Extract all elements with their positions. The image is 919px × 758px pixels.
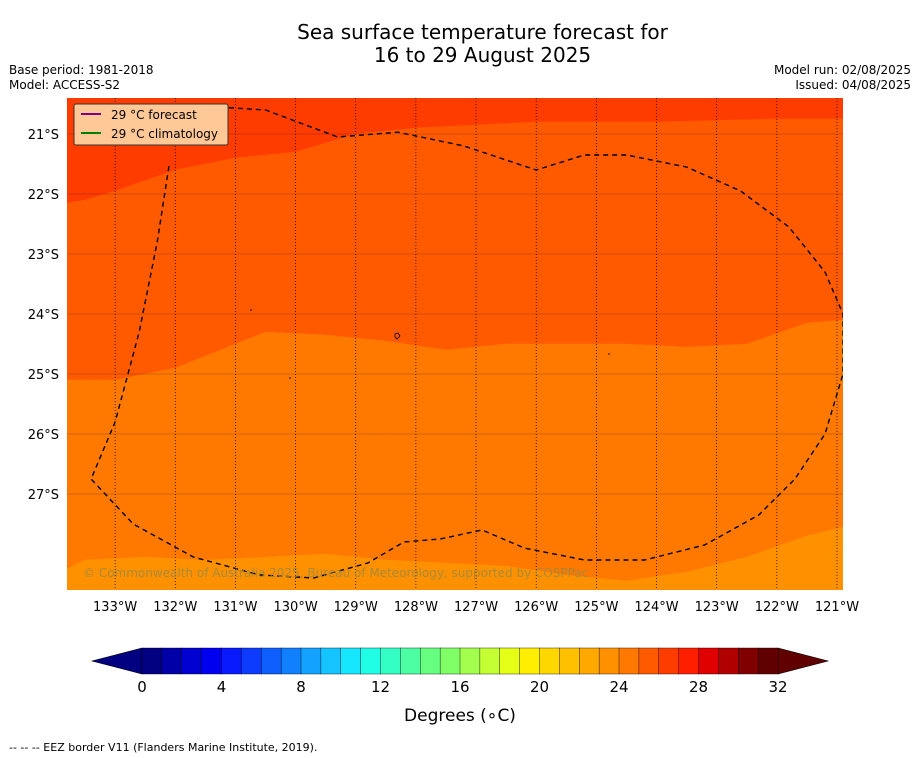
colorbar-tick-label: 16	[450, 678, 469, 696]
island	[608, 353, 610, 355]
colorbar-swatch	[400, 647, 421, 675]
colorbar-swatch	[539, 647, 560, 675]
colorbar-tick-label: 8	[296, 678, 306, 696]
y-tick-label: 22°S	[28, 188, 59, 203]
x-tick-label: 123°W	[695, 600, 739, 615]
island	[250, 309, 252, 311]
chart-title-line1: Sea surface temperature forecast for	[297, 20, 668, 44]
colorbar-swatch	[499, 647, 521, 675]
colorbar-swatch	[161, 647, 183, 675]
colorbar-swatch	[201, 647, 223, 675]
y-tick-label: 23°S	[28, 248, 59, 263]
colorbar-swatch	[261, 647, 282, 675]
colorbar-swatch	[141, 647, 163, 675]
model-run-text: Model run: 02/08/2025	[773, 63, 911, 77]
x-tick-label: 126°W	[514, 600, 558, 615]
colorbar-swatch	[757, 647, 779, 675]
colorbar-swatch	[439, 647, 461, 675]
colorbar-tick-label: 24	[609, 678, 628, 696]
colorbar-swatch	[718, 647, 739, 675]
x-tick-label: 124°W	[634, 600, 678, 615]
eez-border	[90, 106, 843, 579]
islands	[250, 309, 610, 379]
map-gridlines	[67, 98, 843, 590]
colorbar-swatch	[241, 647, 262, 675]
colorbar-swatch	[598, 647, 620, 675]
colorbar-tick-label: 0	[137, 678, 147, 696]
colorbar-swatch	[221, 647, 242, 675]
colorbar-swatch	[380, 647, 401, 675]
y-tick-label: 21°S	[28, 128, 59, 143]
issued-text: Issued: 04/08/2025	[795, 78, 911, 92]
x-tick-label: 122°W	[755, 600, 799, 615]
legend-forecast-label: 29 °C forecast	[111, 108, 197, 122]
colorbar-tick-label: 12	[371, 678, 390, 696]
x-tick-label: 133°W	[93, 600, 137, 615]
colorbar-swatch	[300, 647, 322, 675]
colorbar-swatch	[280, 647, 302, 675]
chart-title-line2: 16 to 29 August 2025	[373, 43, 592, 67]
colorbar-max-extend	[777, 647, 830, 675]
colorbar-swatch	[519, 647, 541, 675]
colorbar-swatch	[360, 647, 382, 675]
x-tick-label: 127°W	[454, 600, 498, 615]
x-tick-label: 128°W	[394, 600, 438, 615]
colorbar-swatch	[638, 647, 660, 675]
colorbar-swatch	[340, 647, 362, 675]
colorbar-tick-label: 32	[768, 678, 787, 696]
colorbar-min-extend	[90, 647, 143, 675]
x-tick-label: 131°W	[213, 600, 257, 615]
colorbar-swatch	[181, 647, 203, 675]
x-tick-label: 129°W	[334, 600, 378, 615]
x-tick-label: 132°W	[153, 600, 197, 615]
y-tick-label: 24°S	[28, 308, 59, 323]
colorbar-tick-label: 28	[689, 678, 708, 696]
colorbar-swatch	[320, 647, 342, 675]
colorbar-swatch	[559, 647, 580, 675]
model-text: Model: ACCESS-S2	[9, 78, 121, 92]
copyright-text: © Commonwealth of Australia 2025, Bureau…	[83, 566, 588, 580]
colorbar-swatch	[479, 647, 501, 675]
legend-climatology-label: 29 °C climatology	[111, 127, 218, 141]
y-tick-label: 25°S	[28, 368, 59, 383]
colorbar-label: Degrees (∘C)	[404, 706, 516, 726]
colorbar-swatch	[678, 647, 700, 675]
x-tick-label: 130°W	[274, 600, 318, 615]
colorbar-swatch	[738, 647, 759, 675]
legend: 29 °C forecast 29 °C climatology	[73, 103, 229, 146]
x-tick-label: 121°W	[815, 600, 859, 615]
temperature-band	[67, 427, 843, 590]
legend-box	[73, 103, 229, 146]
y-tick-label: 27°S	[28, 488, 59, 503]
colorbar-swatch	[658, 647, 680, 675]
y-tick-label: 26°S	[28, 428, 59, 443]
footer-note: -- -- -- EEZ border V11 (Flanders Marine…	[9, 741, 317, 754]
island	[394, 332, 401, 340]
base-period-text: Base period: 1981-2018	[9, 63, 154, 77]
colorbar-swatch	[618, 647, 640, 675]
colorbar-swatch	[459, 647, 481, 675]
colorbar-swatch	[420, 647, 441, 675]
island	[289, 377, 291, 379]
colorbar-tick-label: 20	[530, 678, 549, 696]
colorbar: 0 4 8 12 16 20 24 28 32	[90, 647, 830, 696]
colorbar-swatch	[698, 647, 719, 675]
x-tick-label: 125°W	[574, 600, 618, 615]
colorbar-swatch	[579, 647, 600, 675]
colorbar-tick-label: 4	[217, 678, 227, 696]
sst-map: © Commonwealth of Australia 2025, Bureau…	[67, 98, 843, 590]
